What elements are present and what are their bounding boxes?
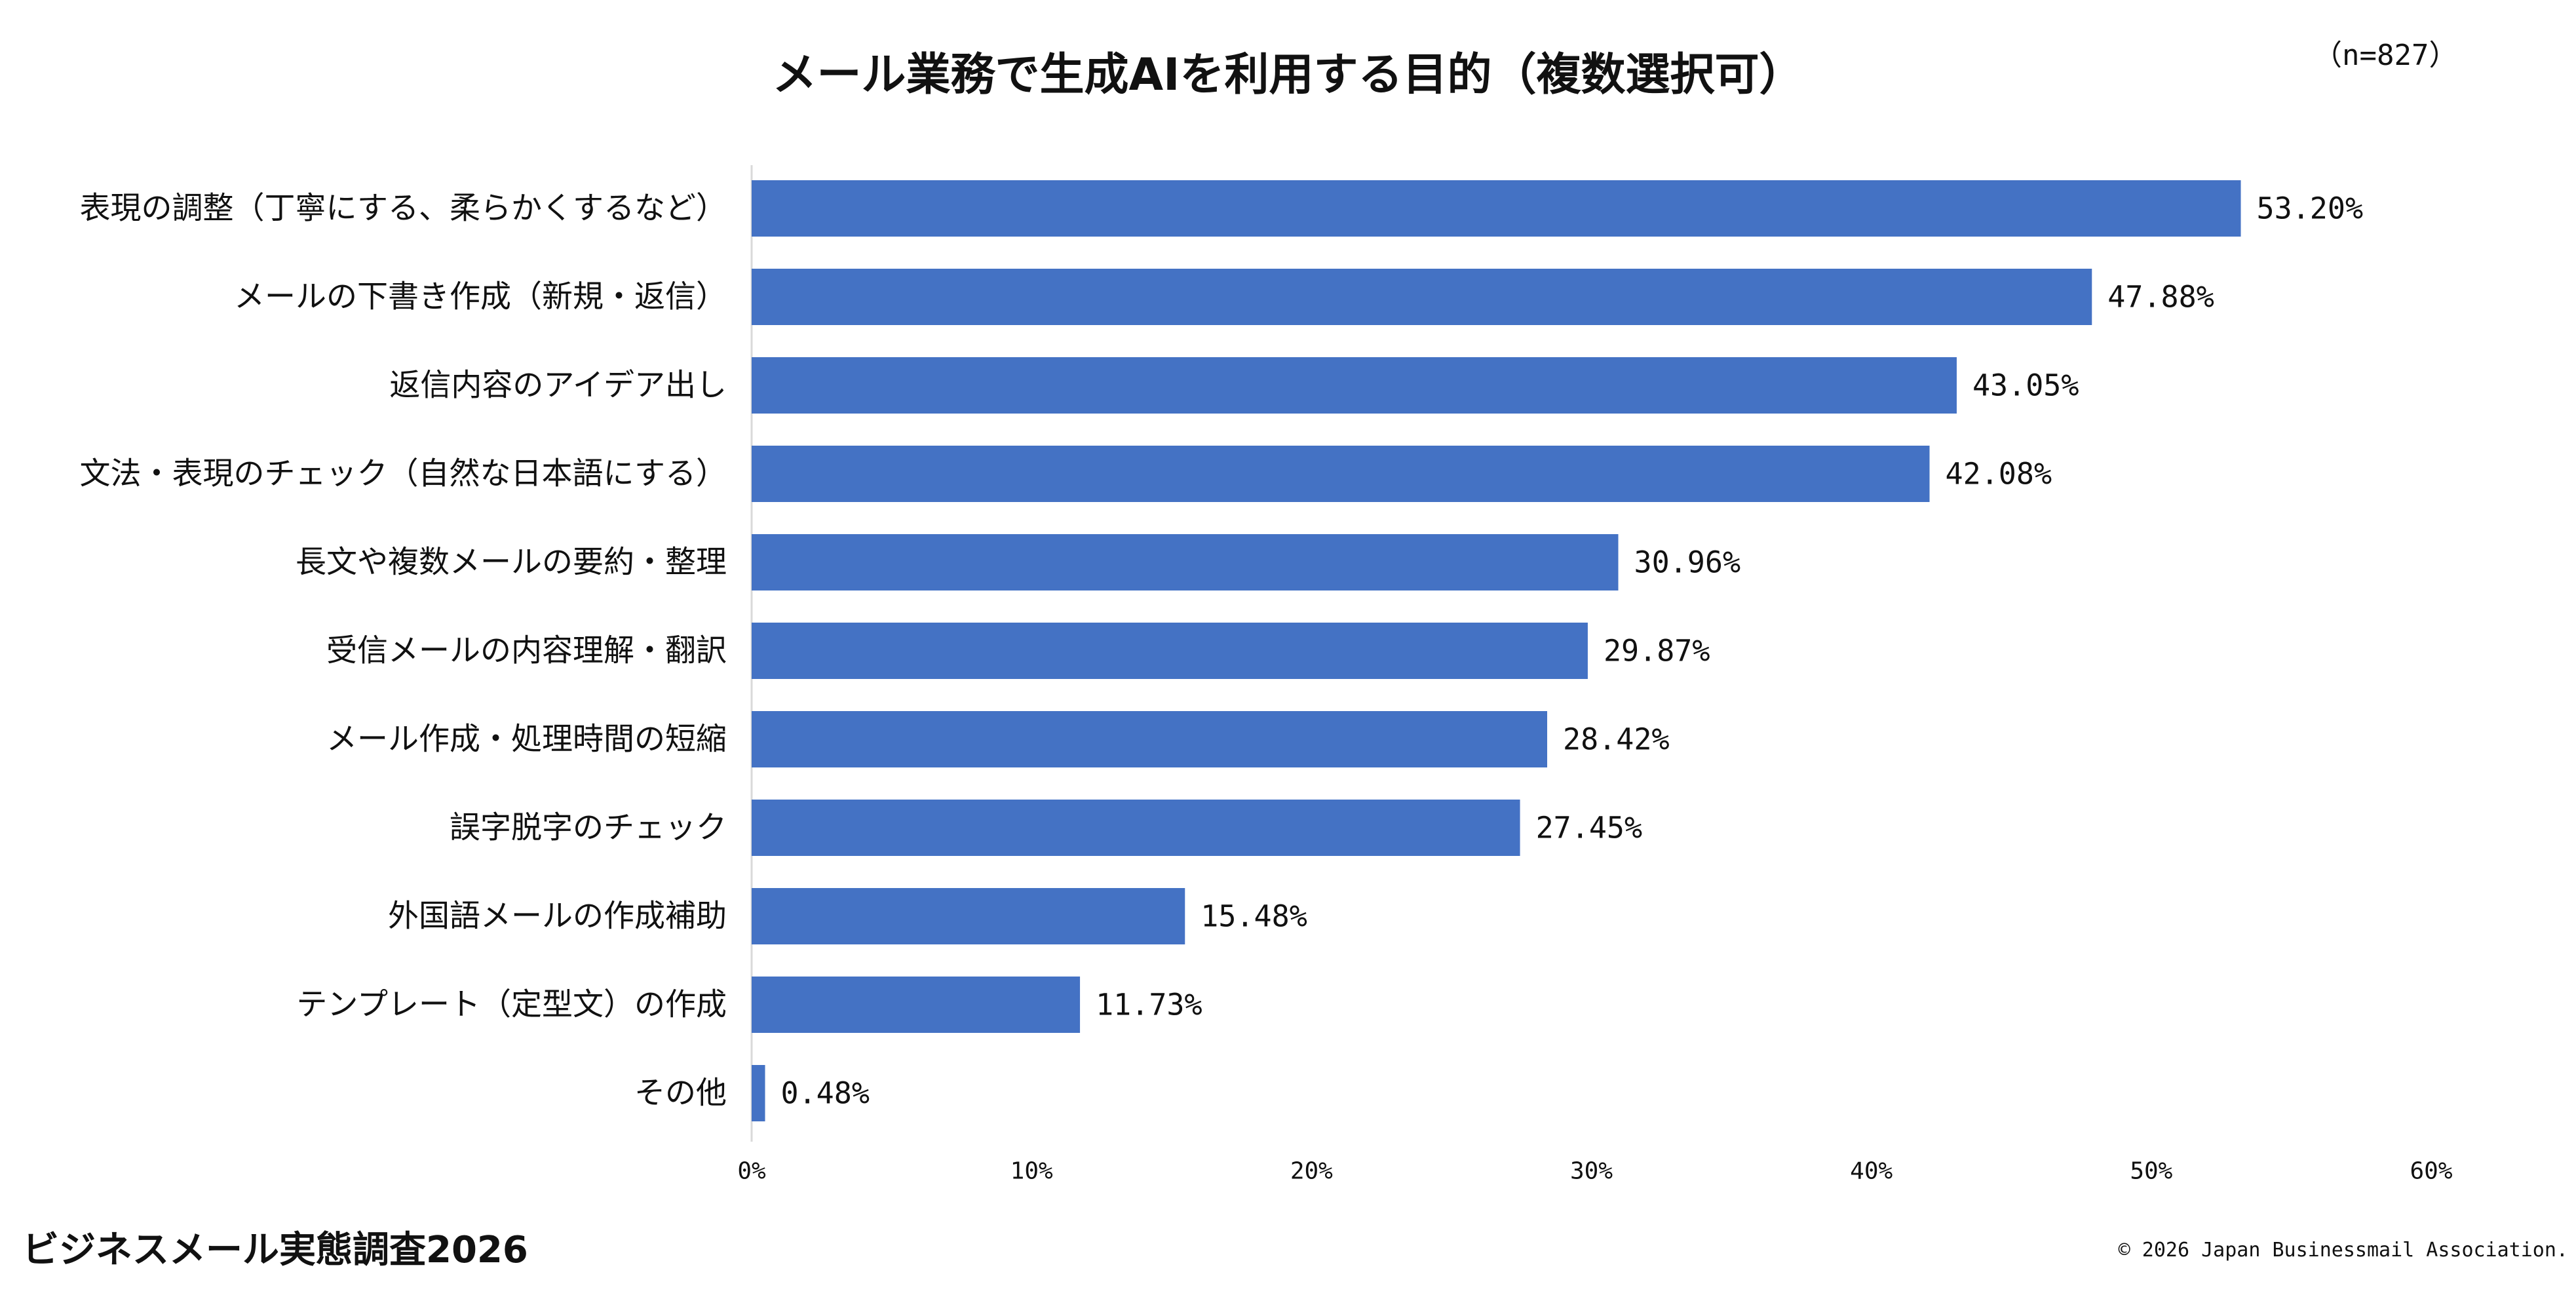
category-label: テンプレート（定型文）の作成 [296, 987, 727, 1023]
category-label: 受信メールの内容理解・翻訳 [326, 633, 727, 669]
bar [752, 446, 1930, 502]
value-label: 47.88% [2107, 280, 2214, 315]
category-label: 誤字脱字のチェック [450, 810, 727, 846]
value-label: 53.20% [2257, 191, 2364, 226]
value-label: 11.73% [1096, 988, 1202, 1022]
value-label: 15.48% [1201, 899, 1307, 934]
value-label: 0.48% [781, 1076, 870, 1111]
x-tick-label: 50% [2130, 1158, 2172, 1185]
category-label: メール作成・処理時間の短縮 [326, 722, 727, 758]
bar [752, 711, 1548, 767]
x-tick-labels-group: 0% 10% 20% 30% 40% 50% 60% [737, 1158, 2453, 1185]
x-tick-label: 30% [1570, 1158, 1613, 1185]
category-label: 文法・表現のチェック（自然な日本語にする） [80, 456, 727, 492]
bar [752, 357, 1957, 414]
copyright-notice: © 2026 Japan Businessmail Association. [2118, 1239, 2568, 1262]
x-tick-label: 60% [2410, 1158, 2452, 1185]
x-tick-label: 10% [1010, 1158, 1053, 1185]
x-tick-label: 0% [737, 1158, 766, 1185]
bars-group [752, 180, 2241, 1121]
category-label: その他 [634, 1075, 727, 1112]
bar [752, 800, 1520, 856]
value-label: 29.87% [1604, 634, 1710, 668]
category-label: メールの下書き作成（新規・返信） [234, 279, 727, 315]
value-label: 28.42% [1563, 722, 1670, 757]
value-label: 43.05% [1972, 368, 2079, 403]
category-labels-group: 表現の調整（丁寧にする、柔らかくするなど） メールの下書き作成（新規・返信） 返信内… [80, 191, 727, 1112]
x-tick-label: 40% [1850, 1158, 1893, 1185]
value-label: 27.45% [1536, 811, 1643, 845]
x-tick-label: 20% [1290, 1158, 1333, 1185]
value-labels-group: 53.20% 47.88% 43.05% 42.08% 30.96% 29.87% 28.4… [781, 191, 2364, 1111]
category-label: 長文や複数メールの要約・整理 [296, 545, 727, 581]
bar [752, 623, 1588, 679]
bar [752, 180, 2241, 237]
bar [752, 888, 1185, 944]
bar [752, 977, 1081, 1033]
sample-size: （n=827） [2313, 39, 2458, 72]
bar [752, 1065, 765, 1121]
value-label: 42.08% [1946, 457, 2052, 492]
bar [752, 534, 1619, 590]
chart-title: メール業務で生成AIを利用する目的（複数選択可） [772, 49, 1804, 101]
bar [752, 269, 2092, 325]
category-label: 外国語メールの作成補助 [388, 899, 727, 935]
category-label: 表現の調整（丁寧にする、柔らかくするなど） [80, 191, 727, 227]
category-label: 返信内容のアイデア出し [389, 368, 727, 404]
survey-name: ビジネスメール実態調査2026 [22, 1229, 528, 1271]
value-label: 30.96% [1634, 545, 1741, 580]
